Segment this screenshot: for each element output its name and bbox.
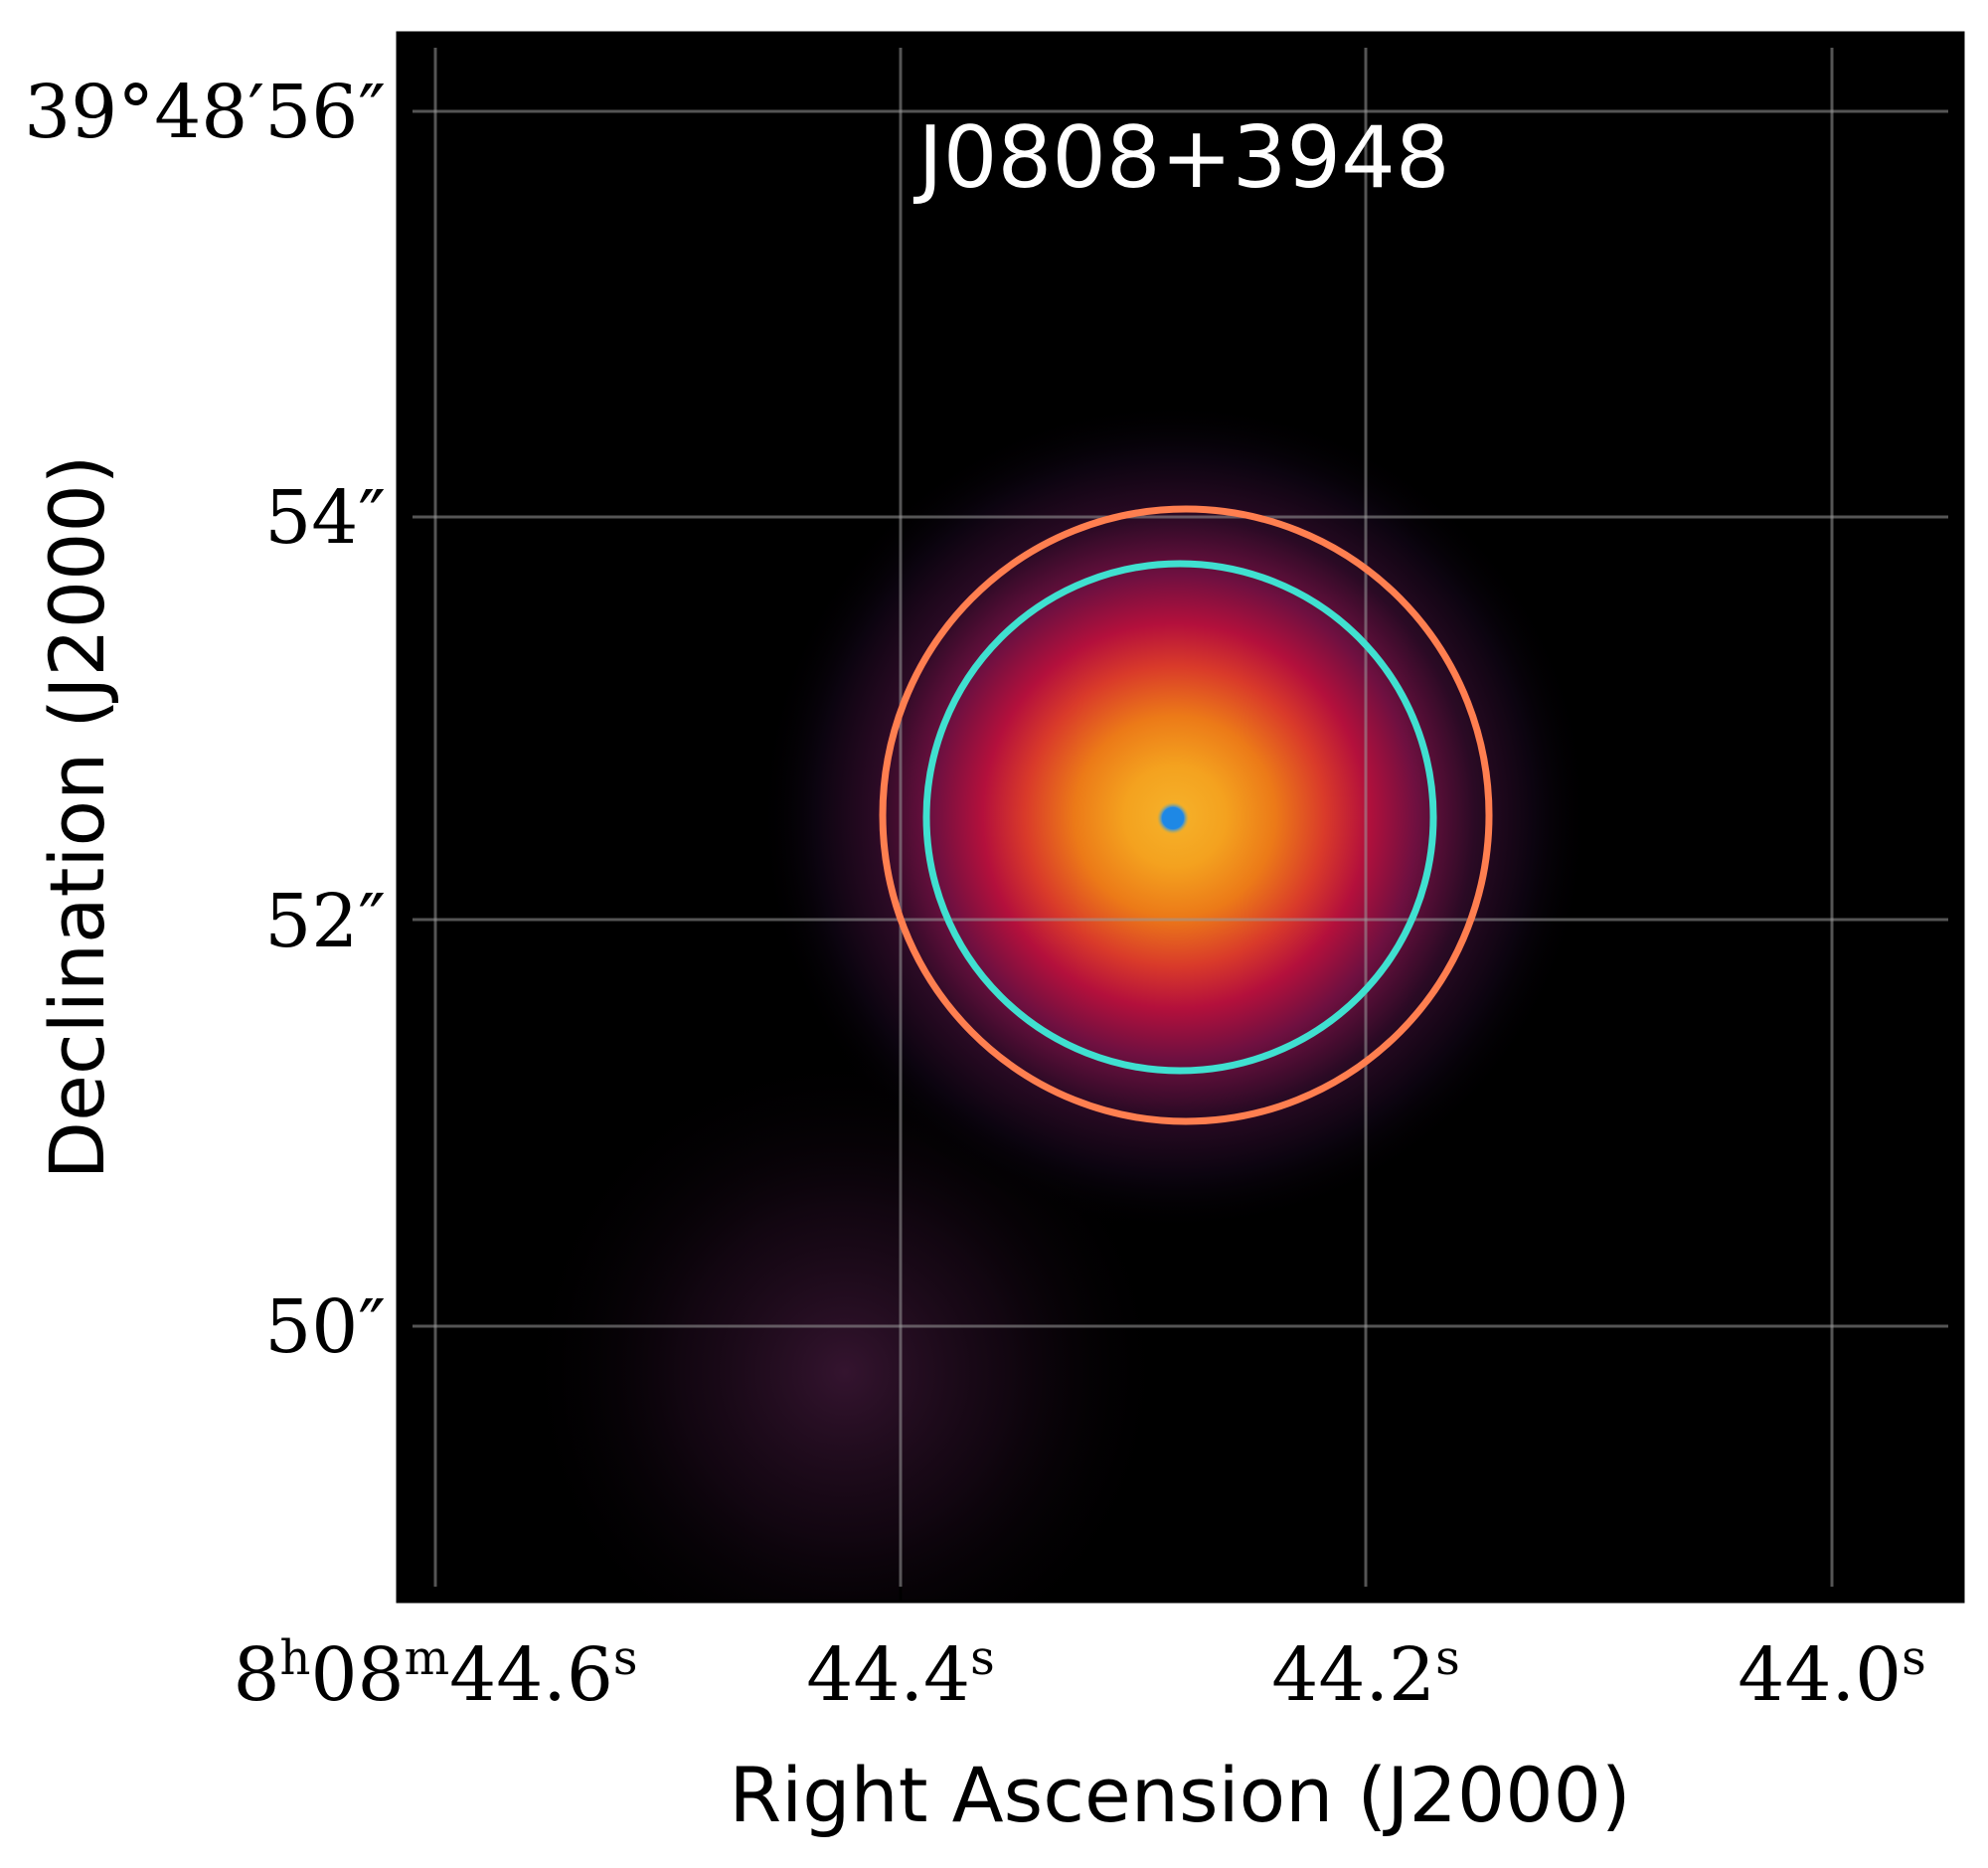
- inner-aperture-circle: [922, 560, 1437, 1075]
- object-name-label: J0808+3948: [912, 108, 1449, 208]
- plot-frame: [396, 31, 1965, 1604]
- y-axis-label: Declination (J2000): [33, 455, 121, 1180]
- coordinate-grid: [398, 33, 1963, 1602]
- ra-tick-label: 44.4s: [806, 1630, 994, 1718]
- ra-tick-label: 44.0s: [1738, 1630, 1925, 1718]
- dec-tick-labels: 39°48′56″ 54″ 52″ 50″: [24, 70, 386, 1370]
- tick-marks: [398, 33, 1963, 1602]
- dec-tick-label: 39°48′56″: [24, 70, 386, 155]
- ra-tick-labels: 8h08m44.6s 44.4s 44.2s 44.0s: [233, 1630, 1925, 1718]
- center-marker-dot: [1162, 807, 1184, 829]
- ra-tick-label: 8h08m44.6s: [233, 1630, 637, 1718]
- dec-tick-label: 52″: [264, 879, 386, 964]
- outer-aperture-circle: [879, 505, 1493, 1125]
- dec-tick-label: 54″: [264, 475, 386, 561]
- x-axis-label: Right Ascension (J2000): [729, 1751, 1630, 1839]
- ra-tick-label: 44.2s: [1271, 1630, 1459, 1718]
- image-panel: J0808+3948: [398, 33, 1963, 1602]
- dec-tick-label: 50″: [264, 1284, 386, 1370]
